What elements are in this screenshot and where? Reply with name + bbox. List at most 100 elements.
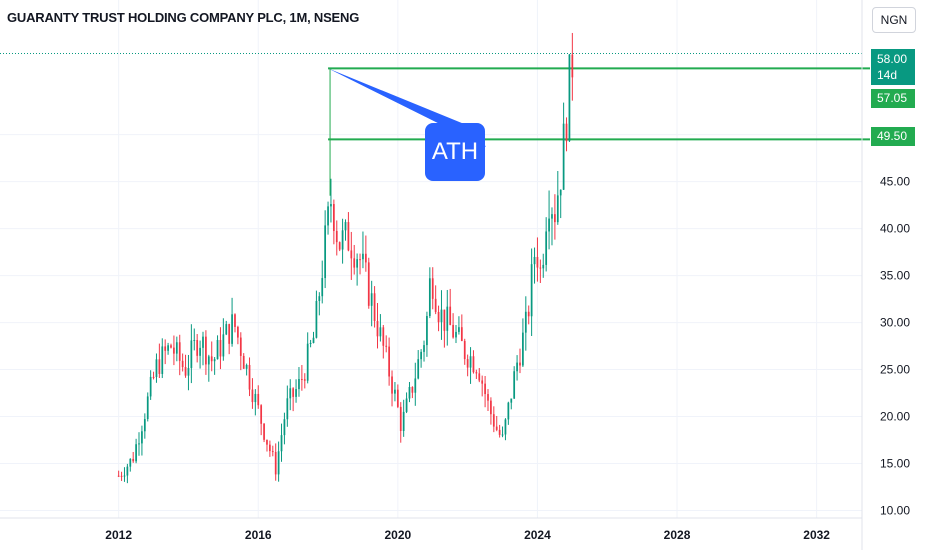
y-tick-label: 45.00 [880,175,910,189]
candle-body [120,475,123,477]
candle-body [283,419,286,436]
candle-body [458,327,460,332]
candle-body [117,475,120,477]
candle-body [152,376,155,378]
candle-body [510,398,513,403]
candle-body [228,324,231,344]
candle-body [530,264,533,317]
candle-body [437,311,440,323]
candle-body [545,231,548,265]
candle-body [562,123,565,190]
candle-body [431,278,434,299]
candle-body [289,388,292,399]
x-tick-label: 2012 [105,528,132,542]
level-lines [0,52,870,196]
candle-body [158,359,161,374]
candle-body [495,426,498,430]
candle-body [417,359,420,379]
candle-body [292,388,295,397]
ath-callout: ATH [425,123,485,181]
y-tick-label: 40.00 [880,222,910,236]
candle-body [394,389,396,394]
candle-body [513,371,516,399]
candle-body [254,393,257,403]
candle-body [286,398,289,420]
candle-body [463,340,466,360]
candle-body [242,355,245,369]
candle-body [484,383,486,395]
candle-body [356,259,359,268]
candle-body [170,345,172,348]
candle-body [193,340,196,342]
grid [0,0,862,518]
candle-body [251,389,254,403]
candle-body [271,451,274,453]
candle-body [231,314,233,344]
candle-body [347,222,350,251]
candle-body [391,376,393,394]
candle-body [143,419,146,432]
y-tick-label: 30.00 [880,316,910,330]
candle-body [370,293,373,306]
candle-body [234,314,236,327]
candle-body [280,435,283,452]
chart-title: GUARANTY TRUST HOLDING COMPANY PLC, 1M, … [7,10,360,25]
candle-body [399,406,402,431]
x-tick-label: 2024 [524,528,551,542]
x-tick-label: 2016 [245,528,272,542]
candle-body [199,347,201,356]
candle-body [478,373,481,381]
candle-body [126,466,129,476]
candle-body [382,327,385,346]
candle-body [274,451,277,475]
candle-body [420,351,422,360]
y-tick-label: 15.00 [880,457,910,471]
candles [117,32,574,484]
candle-body [277,451,280,475]
candle-body [426,316,428,346]
candle-body [146,396,149,420]
candle-body [519,362,521,366]
candle-body [132,458,135,462]
candle-body [164,346,167,351]
candle-body [239,337,242,356]
currency-button[interactable]: NGN [872,7,916,33]
candle-body [507,402,510,420]
candle-body [266,439,268,445]
candle-body [414,378,417,393]
candle-body [149,376,152,397]
candle-body [312,337,315,343]
candle-body [222,334,225,357]
candle-body [527,311,530,317]
candle-body [207,356,210,365]
candle-body [324,225,327,279]
candle-body [522,332,524,366]
candle-body [571,54,574,78]
candle-body [135,444,137,462]
candle-body [301,379,303,381]
candle-body [335,230,338,243]
candle-body [524,311,527,333]
candle-body [269,444,271,452]
y-tick-label: 20.00 [880,410,910,424]
candle-body [309,342,312,344]
candle-body [405,398,408,412]
candle-body [295,389,297,397]
candle-body [303,379,306,381]
candle-body [219,340,222,357]
candle-body [330,204,332,207]
candle-body [559,189,562,196]
candle-body [359,259,361,261]
candle-body [475,372,478,374]
candle-body [428,278,431,317]
candle-body [379,327,382,337]
candle-body [216,340,219,360]
candle-body [556,195,559,223]
candle-body [245,364,248,369]
candle-body [367,262,370,306]
candle-body [181,360,184,368]
candle-body [196,340,199,356]
candle-body [504,419,507,435]
candle-body [210,356,213,362]
